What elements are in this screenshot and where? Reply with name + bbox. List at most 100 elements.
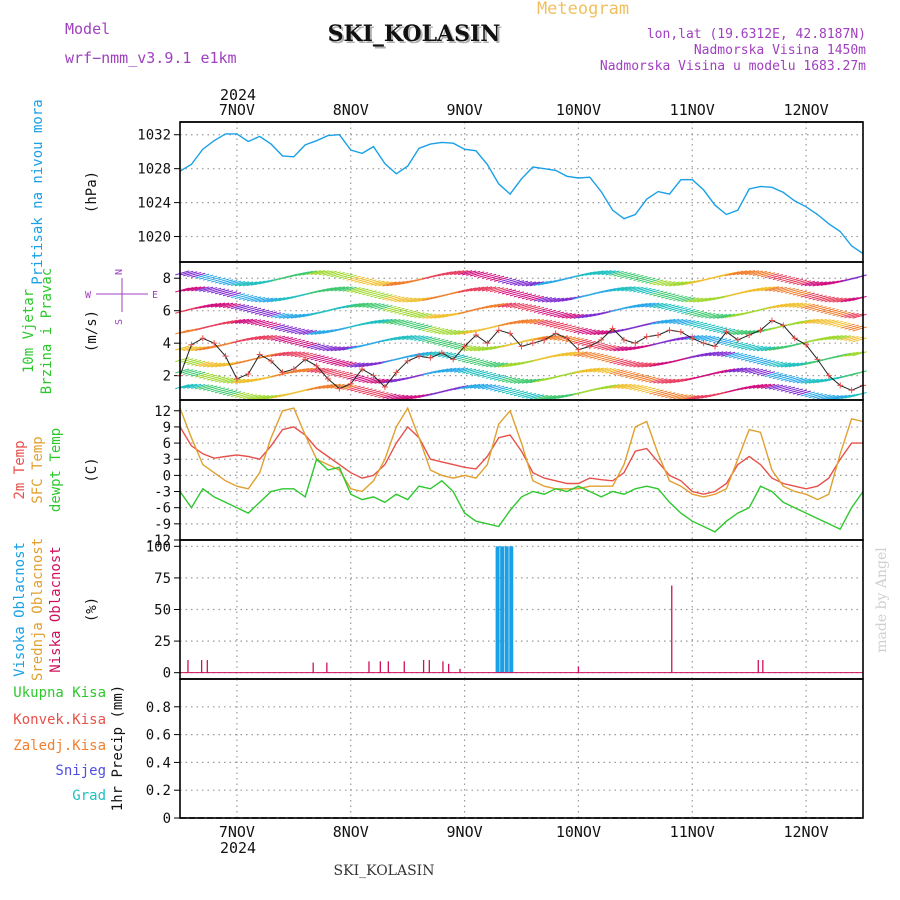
- wind-barb: [645, 278, 660, 284]
- wind-barb: [505, 279, 521, 285]
- wind-barb: [736, 354, 752, 360]
- wind-barb: [724, 352, 740, 358]
- wind-barb: [517, 392, 533, 398]
- wind-barb: [593, 343, 608, 349]
- coordinates: lon,lat (19.6312E, 42.8187N): [647, 27, 866, 42]
- wind-barb: [633, 362, 648, 368]
- wind-barb: [254, 297, 270, 303]
- wind-barb: [792, 319, 807, 326]
- wind-barb: [450, 270, 465, 276]
- wind-barb: [390, 319, 405, 325]
- high-cloud-bar: [500, 546, 505, 673]
- wind-speed-point: [768, 317, 775, 324]
- wind-barb: [740, 355, 756, 361]
- top-date-label: 12NOV: [784, 101, 829, 119]
- wind-barb: [290, 339, 305, 345]
- wind-barb: [450, 354, 465, 360]
- wind-barb: [772, 275, 788, 281]
- wind-barb: [824, 297, 839, 303]
- wind-barb: [641, 387, 656, 393]
- wind-barb: [625, 286, 640, 292]
- wind-barb: [454, 330, 469, 336]
- wind-barb: [246, 394, 262, 400]
- wind-barb: [175, 357, 190, 363]
- wind-barb: [314, 345, 329, 351]
- wind-barb: [673, 336, 688, 342]
- bottom-year-label: 2024: [220, 839, 256, 857]
- wind-barb: [238, 318, 254, 324]
- wind-barb: [577, 328, 592, 334]
- wind-barb: [529, 306, 545, 312]
- wind-barb: [342, 361, 357, 368]
- wind-barb: [613, 370, 628, 376]
- wind-speed-point: [268, 358, 275, 365]
- wind-barb: [214, 362, 230, 368]
- wind-barb: [370, 303, 385, 309]
- wind-speed-point: [507, 330, 514, 337]
- wind-speed-point: [632, 340, 639, 347]
- wind-barb: [390, 307, 405, 313]
- wind-barb: [505, 302, 521, 308]
- panel-wind: 2 4 6 8 N S W E 10m Vjetar Brzina i Pravac (m/s): [21, 261, 867, 401]
- pressure-series: [179, 133, 864, 255]
- wind-barb: [756, 370, 772, 376]
- wind-barb: [537, 297, 552, 303]
- wind-barb: [645, 289, 660, 295]
- wind-barb: [214, 302, 230, 308]
- wind-barb: [250, 308, 266, 314]
- wind-barb: [485, 362, 501, 368]
- panels: 1020 1024 1028 1032 Pritisak na nivou mora (h…: [12, 99, 867, 827]
- wind-barb: [776, 275, 792, 282]
- wind-barb: [234, 378, 250, 384]
- wind-barb: [812, 393, 827, 399]
- wind-barb: [374, 281, 389, 287]
- wind-speed-point: [712, 343, 719, 350]
- wind-barb: [709, 326, 724, 332]
- wind-barb: [824, 320, 839, 326]
- wind-barb: [772, 374, 788, 380]
- wind-barb: [573, 338, 588, 344]
- wind-barb: [736, 343, 752, 349]
- wind-barb: [366, 291, 381, 297]
- wind-barb: [183, 271, 198, 277]
- wind-barb: [641, 376, 656, 382]
- wind-barb: [625, 345, 640, 351]
- high-cloud-bar: [495, 546, 500, 673]
- wind-barb: [290, 313, 305, 319]
- wind-barb: [629, 303, 644, 309]
- y-axis-label: SFC Temp: [30, 436, 46, 503]
- wind-barb: [473, 272, 489, 278]
- wind-barb: [477, 286, 493, 292]
- wind-barb: [724, 340, 740, 347]
- top-date-label: 11NOV: [670, 101, 715, 119]
- wind-barb: [469, 346, 485, 352]
- wind-barb: [465, 358, 481, 364]
- wind-barb: [732, 353, 748, 359]
- wind-barb: [238, 305, 254, 311]
- wind-barb: [302, 270, 317, 276]
- wind-barb: [342, 384, 357, 390]
- wind-barb: [179, 270, 194, 276]
- wind-barb: [673, 306, 688, 313]
- wind-barb: [513, 303, 529, 309]
- wind-barb: [645, 377, 660, 383]
- wind-barb: [848, 325, 863, 331]
- wind-barb: [784, 277, 800, 283]
- wind-barb: [693, 394, 708, 400]
- wind-barb: [402, 334, 417, 341]
- wind-barb: [780, 386, 796, 392]
- wind-barb: [270, 297, 286, 303]
- wind-barb: [505, 377, 521, 383]
- panel-frame: [179, 678, 864, 819]
- wind-barb: [776, 362, 792, 368]
- wind-barb: [254, 309, 270, 315]
- wind-barb: [804, 392, 819, 398]
- wind-barb: [218, 389, 234, 395]
- wind-barb: [358, 278, 373, 284]
- wind-barb: [585, 329, 600, 335]
- wind-barb: [438, 340, 453, 346]
- wind-speed-point: [188, 341, 195, 348]
- wind-barb: [206, 362, 222, 368]
- wind-barb: [756, 359, 772, 365]
- bottom-date-label: 10NOV: [556, 823, 601, 841]
